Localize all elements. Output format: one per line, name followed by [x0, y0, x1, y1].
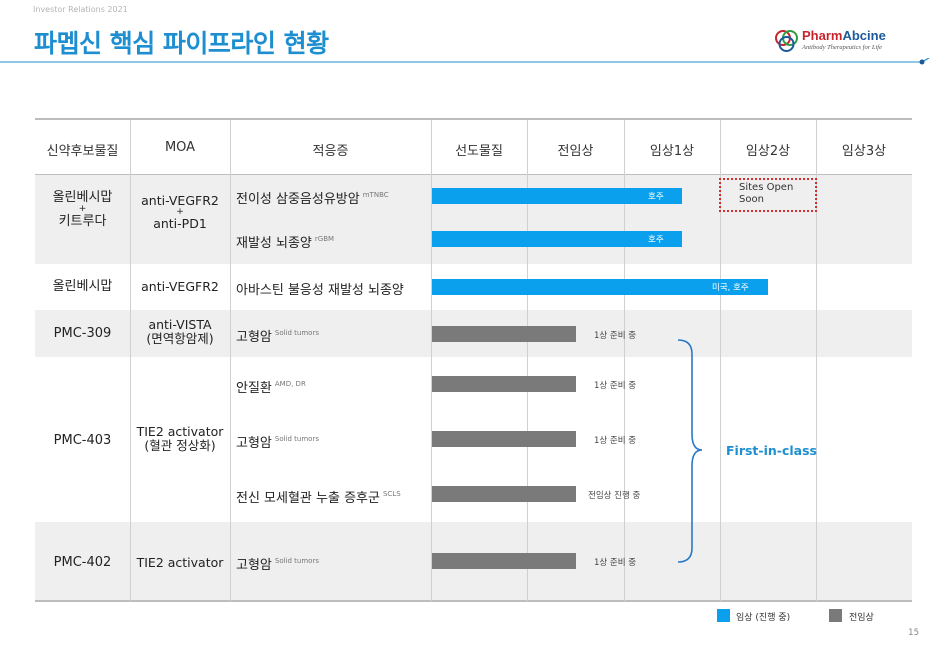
candidate-cell: PMC-403 — [53, 433, 112, 448]
candidate-cell: PMC-309 — [53, 326, 112, 341]
column-header-candidate: 신약후보물질 — [46, 144, 119, 159]
eyebrow-text: Investor Relations 2021 — [33, 5, 128, 14]
column-divider — [816, 120, 817, 601]
status-text: 1상 준비 중 — [594, 331, 637, 341]
moa-cell: TIE2 activator — [136, 555, 224, 570]
status-text: 1상 준비 중 — [594, 381, 637, 391]
table-top-border — [35, 118, 912, 120]
candidate-cell: 올린베시맙 — [52, 279, 113, 294]
moa-cell: anti-VISTA (면역항암제) — [146, 317, 214, 346]
column-divider — [431, 120, 432, 601]
bar-label: 미국, 호주 — [712, 283, 749, 293]
legend-label-clinical: 임상 (진행 중) — [736, 613, 791, 623]
indication-label: 고형암 Solid tumors — [236, 329, 319, 345]
progress-bar-clinical — [432, 279, 768, 295]
status-text: 1상 준비 중 — [594, 436, 637, 446]
indication-label: 재발성 뇌종양 rGBM — [236, 235, 335, 251]
column-divider — [720, 120, 721, 601]
column-header-indication: 적응증 — [312, 144, 349, 159]
first-in-class-label: First-in-class — [726, 443, 817, 458]
page-number: 15 — [908, 628, 919, 638]
logo-wordmark: PharmAbcine — [802, 28, 886, 43]
progress-bar-clinical — [432, 231, 682, 247]
logo-mark-icon — [775, 30, 798, 52]
indication-label: 고형암 Solid tumors — [236, 557, 319, 573]
indication-label: 아바스틴 불응성 재발성 뇌종양 — [236, 283, 404, 298]
moa-cell: anti-VEGFR2 — [141, 279, 219, 294]
candidate-cell: 올린베시맙 + 키트루다 — [52, 190, 113, 229]
bar-label: 호주 — [648, 192, 664, 202]
column-header-moa: MOA — [164, 140, 196, 155]
status-text: 1상 준비 중 — [594, 558, 637, 568]
indication-label: 고형암 Solid tumors — [236, 435, 319, 451]
progress-bar-preclinical — [432, 553, 576, 569]
progress-bar-preclinical — [432, 376, 576, 392]
candidate-cell: PMC-402 — [53, 555, 112, 570]
sites-open-callout: Sites Open Soon — [719, 178, 817, 212]
column-header-preclinical: 전임상 — [557, 144, 594, 159]
moa-cell: anti-VEGFR2 + anti-PD1 — [141, 193, 219, 231]
column-header-phase3: 임상3상 — [841, 144, 887, 159]
header-divider — [0, 58, 930, 65]
status-text: 전임상 진행 중 — [588, 491, 641, 501]
page-title: 파멥신 핵심 파이프라인 현황 — [34, 29, 329, 58]
indication-label: 전신 모세혈관 누출 증후군 SCLS — [236, 490, 401, 506]
legend-swatch-clinical — [717, 609, 730, 622]
column-header-phase1: 임상1상 — [649, 144, 695, 159]
column-header-phase2: 임상2상 — [745, 144, 791, 159]
company-logo: PharmAbcine Antibody Therapeutics for Li… — [772, 26, 922, 58]
logo-tagline: Antibody Therapeutics for Life — [802, 44, 882, 51]
column-divider — [130, 120, 131, 601]
curly-brace-icon — [677, 339, 703, 563]
moa-cell: TIE2 activator (혈관 정상화) — [136, 424, 224, 453]
column-divider — [624, 120, 625, 601]
legend-label-preclinical: 전임상 — [849, 613, 874, 623]
progress-bar-preclinical — [432, 431, 576, 447]
column-header-lead: 선도물질 — [455, 144, 503, 159]
header-bottom-border — [35, 174, 912, 175]
table-bottom-border — [35, 600, 912, 602]
column-divider — [230, 120, 231, 601]
progress-bar-clinical — [432, 188, 682, 204]
indication-label: 전이성 삼중음성유방암 mTNBC — [236, 191, 389, 207]
legend-swatch-preclinical — [829, 609, 842, 622]
progress-bar-preclinical — [432, 326, 576, 342]
column-divider — [527, 120, 528, 601]
progress-bar-preclinical — [432, 486, 576, 502]
bar-label: 호주 — [648, 235, 664, 245]
indication-label: 안질환 AMD, DR — [236, 380, 306, 396]
